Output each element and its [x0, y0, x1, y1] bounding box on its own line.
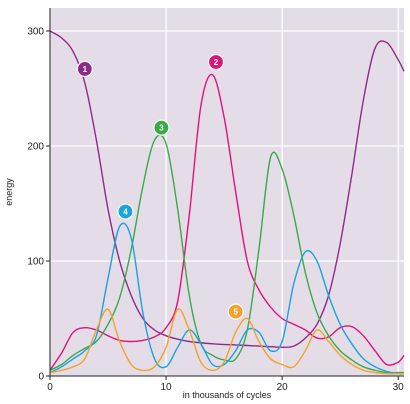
x-tick-label-2: 20	[277, 382, 289, 393]
series-line-3	[49, 134, 404, 374]
series-badge-label-2: 2	[214, 58, 219, 67]
x-tick-label-3: 30	[393, 382, 405, 393]
series-line-5	[49, 308, 404, 375]
grid-lines	[50, 8, 404, 376]
series-badge-label-3: 3	[159, 124, 164, 133]
x-tick-label-1: 10	[161, 382, 173, 393]
series-badge-5: 5	[227, 303, 244, 320]
plot-background	[50, 8, 404, 376]
x-tick-label-0: 0	[47, 382, 53, 393]
axes	[49, 8, 404, 377]
y-tick-label-1: 100	[27, 257, 44, 268]
series-lines	[49, 30, 405, 375]
y-tick-label-0: 0	[38, 372, 44, 383]
series-badge-circle-2	[207, 53, 225, 71]
series-badge-2: 2	[207, 53, 225, 71]
series-badge-circle-3	[153, 119, 170, 136]
series-badge-circle-1	[76, 60, 93, 78]
y-tick-label-3: 300	[27, 27, 44, 38]
series-badge-circle-4	[117, 203, 134, 220]
series-badge-4: 4	[117, 203, 134, 220]
y-tick-label-2: 200	[27, 142, 44, 153]
y-axis-title: energy	[4, 178, 14, 206]
series-line-2	[49, 73, 405, 371]
series-line-4	[49, 222, 405, 375]
series-line-1	[49, 30, 405, 349]
series-badge-label-1: 1	[83, 65, 88, 74]
series-badges: 1 2 3 4 5	[76, 53, 244, 320]
series-badge-label-4: 4	[123, 208, 128, 217]
x-axis-title: in thousands of cycles	[183, 390, 272, 400]
series-badge-label-5: 5	[233, 308, 238, 317]
series-badge-circle-5	[227, 303, 244, 320]
series-badge-1: 1	[76, 60, 93, 78]
series-badge-3: 3	[153, 119, 170, 136]
